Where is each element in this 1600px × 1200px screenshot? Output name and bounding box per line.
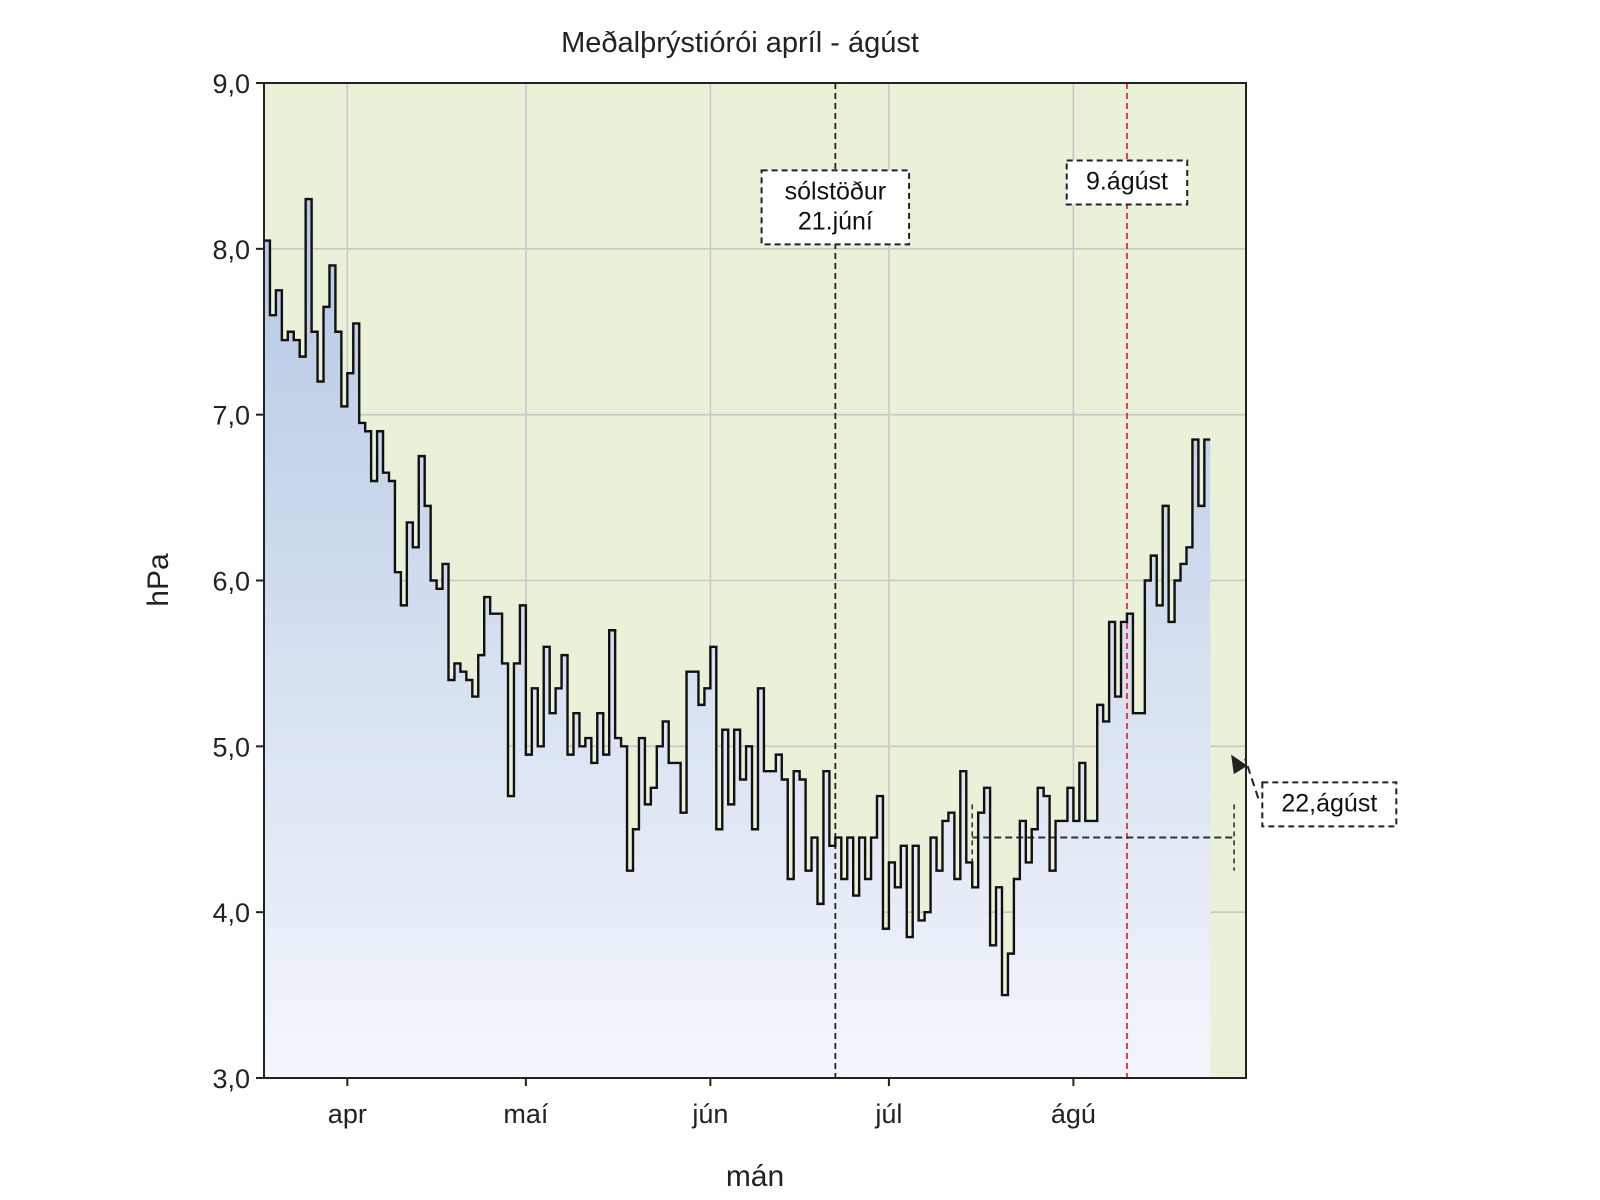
annotation-text: 9.ágúst: [1086, 168, 1168, 196]
annotation-box: [1065, 159, 1189, 206]
annotation-arrow-line: [1244, 758, 1260, 799]
y-tick-label-1: 4,0: [212, 898, 250, 928]
y-tick-label-3: 6,0: [212, 567, 250, 597]
y-tick-label-2: 5,0: [212, 732, 250, 762]
annotation-2: 22,ágúst: [1231, 754, 1398, 828]
annotation-box: [1261, 781, 1398, 828]
annotation-text: 21.júní: [798, 207, 873, 235]
y-axis: 3,0 4,0 5,0 6,0 7,0 8,0 9,0: [212, 69, 264, 1094]
annotation-text: sólstöður: [785, 177, 886, 205]
y-tick-label-5: 8,0: [212, 235, 250, 265]
y-tick-label-4: 7,0: [212, 401, 250, 431]
annotation-box: [760, 169, 911, 246]
annotation-arrow-head: [1231, 754, 1248, 775]
y-axis-label: hPa: [142, 553, 175, 607]
x-tick-label-4: ágú: [1051, 1099, 1096, 1129]
annotation-1: 9.ágúst: [1065, 159, 1189, 206]
annotation-text: 22,ágúst: [1281, 789, 1377, 817]
x-axis: apr maí jún júl ágú: [328, 1078, 1096, 1129]
x-tick-label-3: júl: [874, 1099, 902, 1129]
x-tick-label-1: maí: [503, 1099, 549, 1129]
series-area: [264, 199, 1211, 1078]
y-tick-label-0: 3,0: [212, 1064, 250, 1094]
x-axis-label: mán: [726, 1160, 784, 1193]
x-tick-label-0: apr: [328, 1099, 367, 1129]
chart-title: Meðalþrýstiórói apríl - ágúst: [561, 27, 919, 59]
y-tick-label-6: 9,0: [212, 69, 250, 99]
x-tick-label-2: jún: [691, 1099, 728, 1129]
series-line: [264, 197, 1211, 997]
